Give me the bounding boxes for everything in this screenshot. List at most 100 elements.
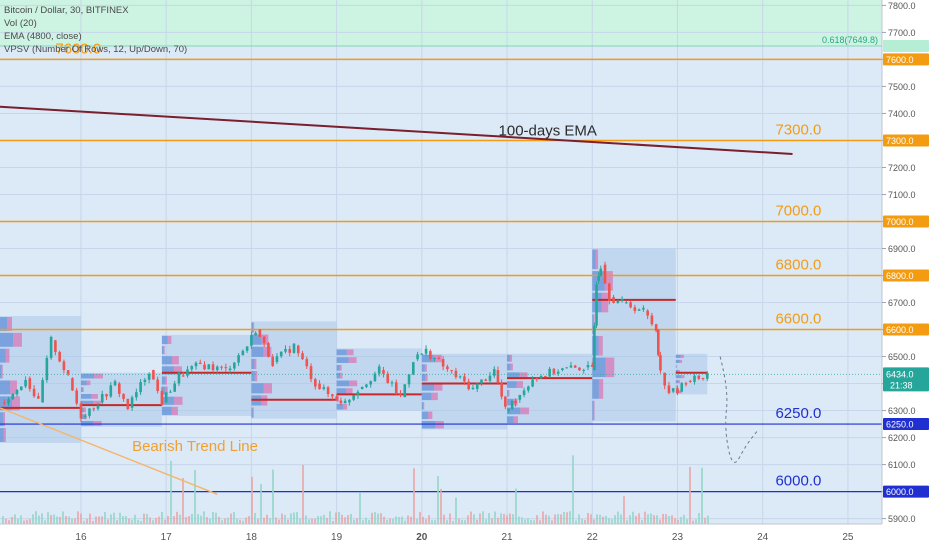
volume-bar <box>176 511 178 524</box>
volume-bar <box>587 512 589 524</box>
profile-bar-up <box>675 380 679 384</box>
candle-body <box>100 394 104 403</box>
volume-bar <box>524 519 526 524</box>
level-price-tag <box>883 485 929 498</box>
candle-body <box>657 329 660 356</box>
volume-bar <box>275 517 277 524</box>
volume-bar <box>320 516 322 524</box>
volume-bar <box>494 511 496 524</box>
profile-bar-up <box>421 411 429 420</box>
volume-bar <box>458 518 460 524</box>
profile-bar-down <box>510 363 513 371</box>
candle-body <box>654 324 658 331</box>
volume-profile-box <box>80 372 162 427</box>
volume-bar <box>416 518 418 524</box>
y-tick-label: 6300.0 <box>888 406 916 416</box>
volume-bar <box>323 514 325 524</box>
volume-bar <box>140 520 142 524</box>
volume-bar <box>89 513 91 524</box>
volume-bar <box>509 513 511 524</box>
volume-bar <box>8 520 10 524</box>
candle-body <box>326 387 330 395</box>
profile-bar-up <box>592 379 599 399</box>
volume-bar <box>68 516 70 524</box>
candle-body <box>437 358 441 360</box>
candle-body <box>262 336 266 344</box>
volume-bar <box>11 516 13 524</box>
candle-body <box>207 364 211 370</box>
profile-bar-up <box>675 375 681 379</box>
profile-bar-down <box>428 411 433 420</box>
candle-body <box>190 366 194 370</box>
volume-bar <box>281 513 283 524</box>
volume-bar <box>428 515 430 524</box>
profile-bar-up <box>0 412 4 427</box>
volume-bar <box>671 515 673 524</box>
profile-bar-up <box>507 381 517 388</box>
y-tick-label: 7100.0 <box>888 190 916 200</box>
volume-bar <box>137 519 139 524</box>
volume-bar <box>641 520 643 524</box>
volume-bar <box>113 512 115 524</box>
volume-bar <box>647 514 649 524</box>
level-label: 7300.0 <box>775 121 821 138</box>
volume-bar <box>377 513 379 524</box>
profile-bar-up <box>336 388 347 395</box>
level-label: 6000.0 <box>775 473 821 490</box>
candle-body <box>441 359 445 367</box>
volume-bar <box>200 515 202 524</box>
volume-bar <box>311 518 313 524</box>
volume-bar <box>74 518 76 524</box>
candle-body <box>548 368 551 377</box>
profile-bar-down <box>263 383 272 394</box>
volume-bar <box>23 520 25 524</box>
current-price-tag <box>883 367 929 392</box>
volume-bar <box>110 514 112 524</box>
volume-bar <box>347 515 349 524</box>
y-tick-label: 7700.0 <box>888 28 916 38</box>
candle-body <box>403 384 407 398</box>
profile-bar-up <box>161 396 175 405</box>
profile-bar-up <box>161 386 166 395</box>
candle-body <box>233 362 236 369</box>
volume-bar <box>512 514 514 524</box>
profile-bar-up <box>0 317 8 331</box>
candle-body <box>369 381 372 385</box>
candle-body <box>467 381 470 390</box>
candle-body <box>203 364 206 370</box>
candle-body <box>314 379 317 387</box>
level-price-tag-label: 6000.0 <box>886 487 914 497</box>
candle-body <box>650 315 654 325</box>
candle-body <box>629 302 632 308</box>
profile-bar-up <box>161 356 173 365</box>
volume-bar <box>230 513 232 524</box>
volume-bar <box>626 520 628 524</box>
volume-bar <box>341 514 343 524</box>
level-price-tag <box>883 53 929 66</box>
profile-bar-up <box>80 400 93 406</box>
candle-body <box>458 376 462 378</box>
profile-bar-down <box>5 348 10 363</box>
candle-body <box>429 351 432 359</box>
profile-bar-down <box>434 383 443 391</box>
x-tick-label: 25 <box>842 532 854 543</box>
legend-symbol: Bitcoin / Dollar, 30, BITFINEX <box>4 5 129 16</box>
volume-bar <box>50 514 52 524</box>
profile-bar-down <box>508 389 510 397</box>
profile-bar-down <box>425 373 428 382</box>
volume-bar <box>440 488 442 524</box>
profile-bar-up <box>80 407 84 413</box>
volume-bar <box>83 520 85 524</box>
volume-bar <box>38 515 40 524</box>
volume-bar <box>380 513 382 524</box>
volume-bar <box>473 514 475 524</box>
volume-bar <box>125 516 127 524</box>
profile-bar-up <box>161 406 172 415</box>
profile-bar-down <box>680 375 685 379</box>
volume-bar <box>257 518 259 524</box>
volume-bar <box>398 517 400 524</box>
level-price-tag-label: 6250.0 <box>886 420 914 430</box>
volume-bar <box>47 512 49 524</box>
volume-bar <box>503 513 505 524</box>
